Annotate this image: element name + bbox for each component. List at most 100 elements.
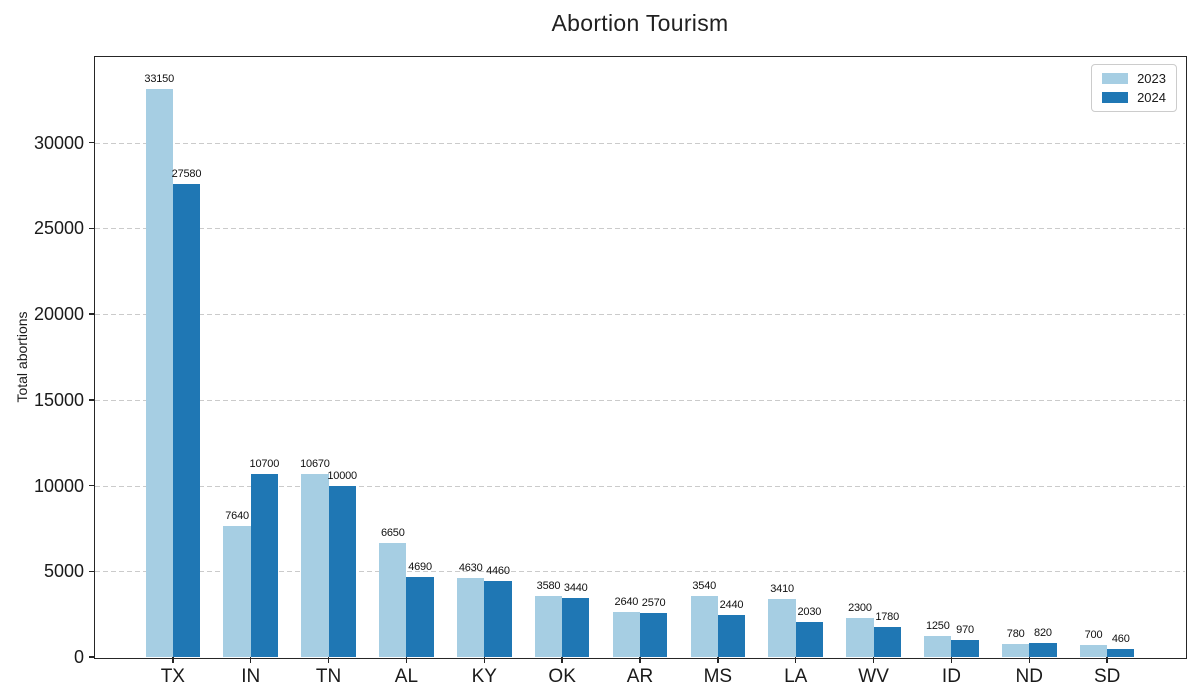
x-tick-mark bbox=[250, 657, 252, 663]
legend: 2023 2024 bbox=[1091, 64, 1177, 112]
x-tick-mark bbox=[1106, 657, 1108, 663]
gridline-15000 bbox=[95, 399, 1185, 401]
x-tick-label-OK: OK bbox=[548, 666, 576, 687]
bar-value-label-2023-SD: 700 bbox=[1084, 629, 1103, 641]
x-tick-label-IN: IN bbox=[241, 666, 261, 687]
bar-2023-IN bbox=[223, 526, 251, 657]
x-tick-mark bbox=[483, 657, 485, 663]
x-tick-label-ID: ID bbox=[941, 666, 961, 687]
bar-value-label-2024-WV: 1780 bbox=[875, 610, 900, 623]
bar-2023-AL bbox=[379, 543, 407, 657]
x-tick-label-AR: AR bbox=[626, 666, 654, 687]
bar-2024-TX bbox=[172, 184, 201, 657]
y-tick-label-25000: 25000 bbox=[33, 218, 84, 239]
y-tick-mark bbox=[89, 399, 95, 401]
legend-swatch-2024 bbox=[1102, 92, 1129, 103]
bar-value-label-2023-ND: 780 bbox=[1006, 627, 1025, 640]
x-tick-mark bbox=[327, 657, 330, 663]
gridlines-layer bbox=[95, 57, 1185, 657]
y-tick-mark bbox=[89, 227, 95, 230]
bar-value-label-2023-TN: 10670 bbox=[300, 458, 330, 471]
bar-2023-MS bbox=[690, 596, 718, 657]
gridline-25000 bbox=[95, 228, 1185, 230]
bar-value-label-2023-ID: 1250 bbox=[925, 619, 950, 632]
y-tick-label-30000: 30000 bbox=[33, 132, 84, 153]
legend-entry-2023: 2023 bbox=[1102, 72, 1166, 85]
y-tick-mark bbox=[89, 656, 95, 658]
x-tick-mark bbox=[872, 657, 875, 663]
x-tick-label-KY: KY bbox=[471, 666, 497, 687]
x-tick-mark bbox=[717, 657, 719, 663]
gridline-5000 bbox=[95, 571, 1185, 573]
x-tick-label-TN: TN bbox=[315, 666, 342, 687]
bar-2023-OK bbox=[534, 595, 563, 657]
bar-value-label-2024-MS: 2440 bbox=[719, 599, 744, 612]
y-tick-mark bbox=[89, 313, 95, 315]
bar-2023-LA bbox=[768, 598, 796, 657]
y-tick-label-20000: 20000 bbox=[33, 304, 84, 325]
bar-value-label-2024-OK: 3440 bbox=[563, 582, 588, 595]
bar-value-label-2024-KY: 4460 bbox=[486, 564, 510, 577]
bar-2024-LA bbox=[795, 622, 823, 657]
bar-value-label-2023-LA: 3410 bbox=[770, 582, 794, 595]
legend-label-2023: 2023 bbox=[1137, 71, 1166, 86]
bar-2024-ID bbox=[951, 640, 979, 657]
bar-2024-TN bbox=[328, 485, 356, 657]
bar-2023-WV bbox=[846, 617, 874, 657]
x-tick-mark bbox=[1028, 657, 1030, 663]
bar-value-label-2024-IN: 10700 bbox=[249, 457, 280, 470]
x-tick-mark bbox=[639, 657, 641, 663]
chart-title: Abortion Tourism bbox=[551, 10, 729, 36]
bar-value-label-2023-OK: 3580 bbox=[536, 579, 561, 592]
x-tick-label-MS: MS bbox=[703, 666, 733, 687]
x-tick-label-WV: WV bbox=[858, 666, 889, 687]
y-tick-mark bbox=[89, 142, 95, 144]
x-tick-label-TX: TX bbox=[160, 666, 185, 687]
bar-2023-KY bbox=[457, 577, 485, 657]
plot-area: 33150 27580 7640 10700 10670 10000 6650 4690 463… bbox=[93, 55, 1187, 659]
x-tick-label-SD: SD bbox=[1093, 666, 1121, 687]
bar-value-label-2024-LA: 2030 bbox=[797, 606, 822, 619]
bar-2023-ID bbox=[924, 635, 952, 657]
x-tick-label-AL: AL bbox=[394, 666, 419, 687]
bar-value-label-2024-ND: 820 bbox=[1034, 626, 1052, 639]
bar-2023-TN bbox=[301, 474, 329, 657]
bar-2024-KY bbox=[484, 580, 512, 657]
bar-value-label-2023-IN: 7640 bbox=[225, 510, 249, 523]
bar-2023-TX bbox=[145, 88, 173, 657]
bar-2024-ND bbox=[1029, 642, 1057, 657]
bar-value-label-2024-AR: 2570 bbox=[641, 596, 666, 609]
y-tick-label-0: 0 bbox=[73, 647, 84, 667]
x-tick-mark bbox=[950, 657, 953, 663]
legend-swatch-2023 bbox=[1102, 73, 1129, 84]
legend-entry-2024: 2024 bbox=[1102, 91, 1166, 104]
x-tick-label-ND: ND bbox=[1015, 666, 1044, 687]
bar-value-label-2024-ID: 970 bbox=[956, 624, 974, 637]
gridline-10000 bbox=[95, 485, 1185, 487]
bar-2024-WV bbox=[873, 626, 901, 657]
x-tick-mark bbox=[172, 657, 174, 663]
bar-2024-IN bbox=[250, 473, 278, 657]
x-tick-mark bbox=[795, 657, 797, 663]
legend-label-2024: 2024 bbox=[1137, 90, 1166, 105]
bar-value-label-2023-WV: 2300 bbox=[848, 601, 872, 614]
bar-value-label-2023-KY: 4630 bbox=[458, 561, 483, 574]
y-tick-mark bbox=[89, 484, 95, 487]
bar-value-label-2023-TX: 33150 bbox=[144, 72, 175, 85]
bar-2024-AL bbox=[406, 576, 434, 657]
y-tick-label-10000: 10000 bbox=[33, 475, 84, 496]
bar-value-label-2023-AR: 2640 bbox=[614, 595, 639, 608]
bar-2023-ND bbox=[1002, 643, 1030, 657]
x-tick-mark bbox=[561, 657, 563, 663]
bars-layer: 33150 27580 7640 10700 10670 10000 6650 4690 463… bbox=[95, 57, 1185, 657]
y-tick-mark bbox=[89, 570, 95, 572]
bar-2023-SD bbox=[1079, 645, 1108, 657]
bar-value-label-2024-TX: 27580 bbox=[171, 168, 202, 181]
bar-2024-MS bbox=[717, 615, 746, 657]
y-tick-label-15000: 15000 bbox=[33, 389, 84, 410]
x-tick-label-LA: LA bbox=[784, 666, 808, 687]
gridline-20000 bbox=[95, 314, 1185, 316]
bar-2023-AR bbox=[612, 611, 640, 657]
bar-value-label-2024-AL: 4690 bbox=[408, 560, 432, 573]
